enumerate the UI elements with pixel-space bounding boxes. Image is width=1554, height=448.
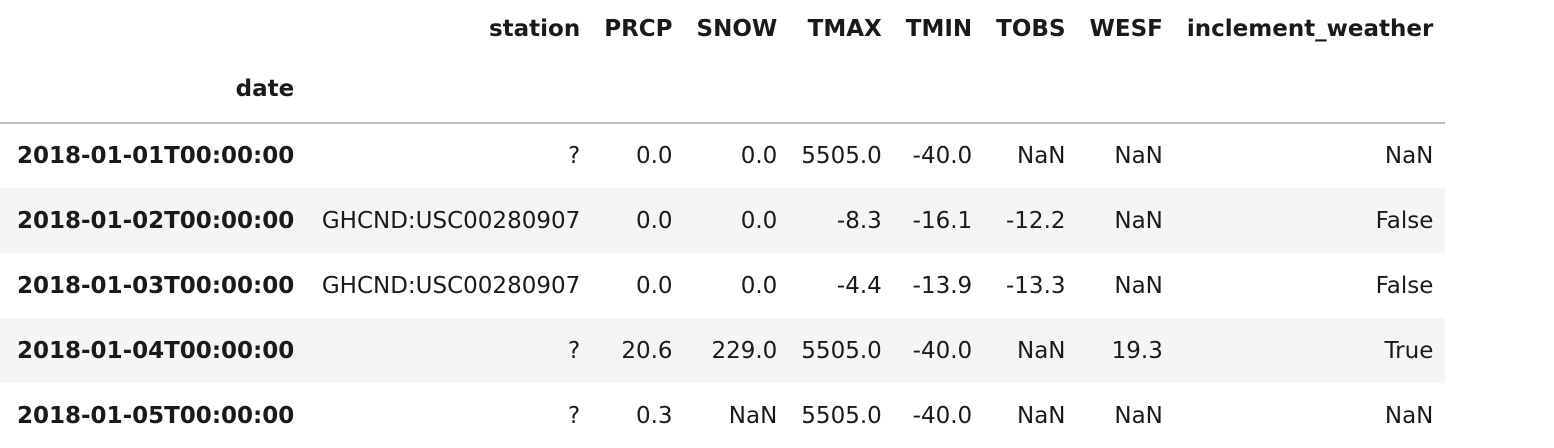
row-index-date: 2018-01-01T00:00:00	[17, 143, 295, 169]
cell-station: ?	[568, 337, 581, 364]
cell-prcp: 20.6	[621, 337, 673, 364]
cell-tmax: -8.3	[836, 207, 882, 234]
cell-tmin: -40.0	[912, 402, 973, 429]
cell-tobs: NaN	[1017, 402, 1066, 429]
index-name-header: date	[0, 56, 307, 124]
cell-tmax: 5505.0	[801, 337, 882, 364]
table-row: 2018-01-02T00:00:00 GHCND:USC00280907 0.…	[0, 188, 1446, 253]
header-blank-cell	[0, 0, 306, 56]
cell-prcp: 0.0	[635, 207, 673, 234]
row-index-date: 2018-01-04T00:00:00	[17, 337, 295, 364]
column-header-prcp: PRCP	[604, 16, 673, 42]
table-header: station PRCP SNOW TMAX TMIN TOBS WESF in…	[0, 0, 1446, 124]
cell-prcp: 0.3	[635, 402, 673, 429]
cell-tmax: -4.4	[836, 272, 882, 299]
cell-inclement-weather: False	[1375, 207, 1434, 234]
cell-snow: 0.0	[740, 143, 778, 169]
cell-station: GHCND:USC00280907	[321, 207, 581, 234]
cell-wesf: NaN	[1114, 272, 1163, 299]
cell-wesf: 19.3	[1111, 337, 1163, 364]
cell-tmin: -40.0	[912, 337, 973, 364]
table-body: 2018-01-01T00:00:00 ? 0.0 0.0 5505.0 -40…	[0, 123, 1446, 448]
cell-prcp: 0.0	[635, 272, 673, 299]
table-row: 2018-01-05T00:00:00 ? 0.3 NaN 5505.0 -40…	[0, 383, 1445, 448]
cell-snow: 229.0	[711, 337, 778, 364]
cell-tmax: 5505.0	[801, 143, 882, 169]
cell-snow: 0.0	[740, 207, 778, 234]
cell-snow: 0.0	[740, 272, 778, 299]
row-index-date: 2018-01-05T00:00:00	[17, 402, 295, 429]
cell-tmin: -40.0	[912, 143, 973, 169]
cell-tmin: -16.1	[912, 207, 973, 234]
row-index-date: 2018-01-03T00:00:00	[17, 272, 295, 299]
cell-tobs: -13.3	[1006, 272, 1066, 299]
dataframe-table: station PRCP SNOW TMAX TMIN TOBS WESF in…	[0, 0, 1446, 448]
cell-tobs: NaN	[1017, 337, 1066, 364]
cell-wesf: NaN	[1114, 143, 1163, 169]
table-row: 2018-01-04T00:00:00 ? 20.6 229.0 5505.0 …	[0, 318, 1446, 383]
column-header-station: station	[488, 16, 581, 42]
column-header-tmax: TMAX	[807, 16, 882, 42]
column-header-row: station PRCP SNOW TMAX TMIN TOBS WESF in…	[0, 0, 1445, 56]
cell-inclement-weather: True	[1384, 337, 1434, 364]
column-header-snow: SNOW	[696, 16, 778, 42]
cell-tmin: -13.9	[912, 272, 973, 299]
column-header-wesf: WESF	[1089, 16, 1163, 42]
cell-inclement-weather: False	[1375, 272, 1434, 299]
column-header-inclement-weather: inclement_weather	[1186, 16, 1434, 42]
cell-wesf: NaN	[1114, 207, 1163, 234]
cell-station: ?	[568, 143, 581, 169]
cell-wesf: NaN	[1114, 402, 1163, 429]
cell-prcp: 0.0	[635, 143, 673, 169]
column-header-tobs: TOBS	[996, 16, 1066, 42]
cell-tobs: NaN	[1017, 143, 1066, 169]
index-name-row: date	[0, 56, 1446, 124]
cell-snow: NaN	[728, 402, 778, 429]
column-header-tmin: TMIN	[905, 16, 973, 42]
row-index-date: 2018-01-02T00:00:00	[17, 207, 295, 234]
cell-inclement-weather: NaN	[1384, 143, 1434, 169]
cell-station: GHCND:USC00280907	[321, 272, 581, 299]
cell-tmax: 5505.0	[801, 402, 882, 429]
table-row: 2018-01-03T00:00:00 GHCND:USC00280907 0.…	[0, 253, 1445, 318]
cell-inclement-weather: NaN	[1384, 402, 1434, 429]
table-row: 2018-01-01T00:00:00 ? 0.0 0.0 5505.0 -40…	[0, 123, 1445, 188]
cell-tobs: -12.2	[1006, 207, 1066, 234]
cell-station: ?	[568, 402, 581, 429]
